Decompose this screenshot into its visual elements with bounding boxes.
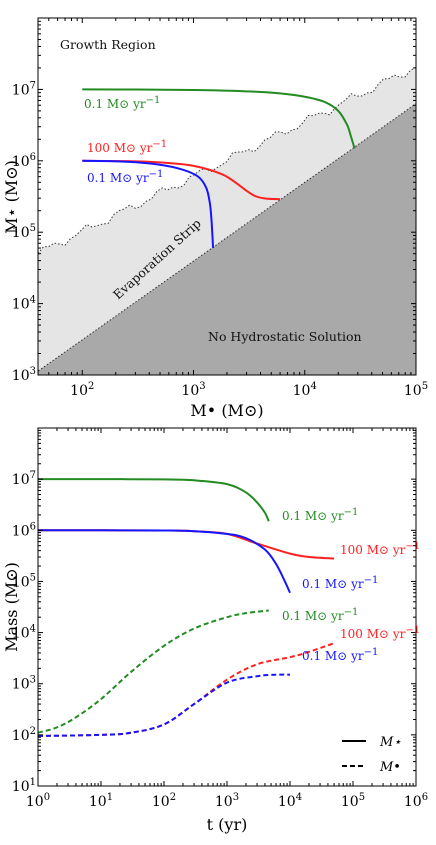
annotation-unit: M⊙ yr [325,649,364,663]
annotation-unit: M⊙ yr [114,141,153,155]
y-tick-label: 107 [12,80,36,98]
annotation-green-bottom-1: 0.1 M⊙ yr−1 [282,507,358,523]
x-tick-label: 103 [181,381,205,399]
bottom-y-axis-label: Mass (M⊙) [2,562,21,652]
annotation-unit: M⊙ yr [305,609,344,623]
annotation-rate: 100 [340,543,363,557]
evaporation-strip-boundary [38,67,416,254]
y-tick-label: 107 [12,470,36,488]
annotation-exponent: −1 [344,507,359,518]
svg-text:0.1 M⊙ yr−1: 0.1 M⊙ yr−1 [302,575,378,591]
annotation-rate: 100 [340,627,363,641]
y-tick-label: 102 [12,726,36,744]
annotation-unit: M⊙ yr [325,577,364,591]
y-tick-label: 106 [12,521,36,539]
annotation-exponent: −1 [405,541,420,552]
bottom-axis-ticks [37,427,417,787]
x-tick-label: 102 [70,381,94,399]
bottom-series-lines [38,478,335,737]
top-series-lines [82,88,356,249]
top-series-line-1 [82,159,281,201]
annotation-red-bottom-2: 100 M⊙ yr−1 [340,625,420,641]
x-tick-label: 103 [215,792,239,810]
legend: M⋆ M• [342,735,401,775]
y-tick-label: 105 [12,223,36,241]
annotation-blue-bottom-1: 0.1 M⊙ yr−1 [302,575,378,591]
y-tick-label: 104 [12,624,36,642]
y-tick-label: 106 [12,152,36,170]
y-tick-label: 103 [12,366,36,384]
svg-text:0.1 M⊙ yr−1: 0.1 M⊙ yr−1 [302,647,378,663]
bottom-x-axis-label: t (yr) [207,815,248,834]
growth-region-label: Growth Region [60,37,156,52]
annotation-green-bottom-2: 0.1 M⊙ yr−1 [282,607,358,623]
top-y-axis-label: M⋆ (M⊙) [2,160,21,234]
y-tick-label: 103 [12,675,36,693]
annotation-red-top: 100 M⊙ yr−1 [87,139,167,155]
top-series-line-2 [82,159,215,249]
annotation-unit: M⊙ yr [367,627,406,641]
bottom-plot-frame [37,427,417,787]
legend-solid-label: M⋆ [379,735,401,750]
svg-text:0.1 M⊙ yr−1: 0.1 M⊙ yr−1 [282,507,358,523]
bottom-tick-labels: 100 101 102 103 104 105 1061011021031041051061… [12,470,428,810]
no-solution-boundary [38,103,416,372]
bottom-series-line-2-solid [38,529,291,594]
annotation-exponent: −1 [344,607,359,618]
annotation-red-bottom-1: 100 M⊙ yr−1 [340,541,420,557]
no-solution-region [38,103,416,375]
svg-text:100 M⊙ yr−1: 100 M⊙ yr−1 [340,541,420,557]
annotation-rate: 0.1 [282,609,301,623]
x-tick-label: 101 [89,792,113,810]
bottom-series-line-1-solid [38,529,335,560]
svg-text:0.1 M⊙ yr−1: 0.1 M⊙ yr−1 [282,607,358,623]
annotation-unit: M⊙ yr [110,171,149,185]
y-tick-label: 101 [12,777,36,795]
svg-text:100 M⊙ yr−1: 100 M⊙ yr−1 [87,139,167,155]
annotation-unit: M⊙ yr [367,543,406,557]
top-series-line-0 [82,88,356,149]
annotation-rate: 100 [87,141,110,155]
annotation-rate: 0.1 [302,577,321,591]
annotation-blue-top: 0.1 M⊙ yr−1 [87,169,163,185]
top-x-axis-label: M• (M⊙) [190,401,263,420]
annotation-unit: M⊙ yr [305,509,344,523]
annotation-rate: 0.1 [84,97,103,111]
bottom-series-line-4-dashed [38,642,335,737]
svg-text:0.1 M⊙ yr−1: 0.1 M⊙ yr−1 [87,169,163,185]
x-tick-label: 102 [152,792,176,810]
x-tick-label: 105 [341,792,365,810]
svg-text:100 M⊙ yr−1: 100 M⊙ yr−1 [340,625,420,641]
annotation-exponent: −1 [152,139,167,150]
bottom-series-line-5-dashed [38,673,291,737]
no-solution-label: No Hydrostatic Solution [208,329,362,344]
x-tick-label: 104 [278,792,302,810]
annotation-exponent: −1 [364,647,379,658]
x-tick-label: 106 [404,792,428,810]
annotation-unit: M⊙ yr [107,97,146,111]
svg-text:0.1 M⊙ yr−1: 0.1 M⊙ yr−1 [84,95,160,111]
annotation-rate: 0.1 [302,649,321,663]
y-tick-label: 104 [12,295,36,313]
annotation-blue-bottom-2: 0.1 M⊙ yr−1 [302,647,378,663]
annotation-exponent: −1 [405,625,420,636]
bottom-panel: 100 101 102 103 104 105 1061011021031041051061… [2,427,428,834]
annotation-rate: 0.1 [87,171,106,185]
x-tick-label: 105 [404,381,428,399]
annotation-green-top: 0.1 M⊙ yr−1 [84,95,160,111]
annotation-exponent: −1 [364,575,379,586]
y-tick-label: 105 [12,572,36,590]
bottom-series-line-3-dashed [38,609,269,734]
legend-dashed-label: M• [379,760,401,775]
annotation-exponent: −1 [146,95,161,106]
annotation-exponent: −1 [149,169,164,180]
annotation-rate: 0.1 [282,509,301,523]
bottom-series-line-0-solid [38,478,270,522]
top-tick-labels: 102 103 104 105 103 104 105 106 107 [12,80,428,399]
x-tick-label: 104 [293,381,317,399]
x-tick-label: 100 [26,792,50,810]
top-panel: 102 103 104 105 103 104 105 106 107 Growth Regio… [2,17,428,420]
top-plot-frame [37,17,417,376]
